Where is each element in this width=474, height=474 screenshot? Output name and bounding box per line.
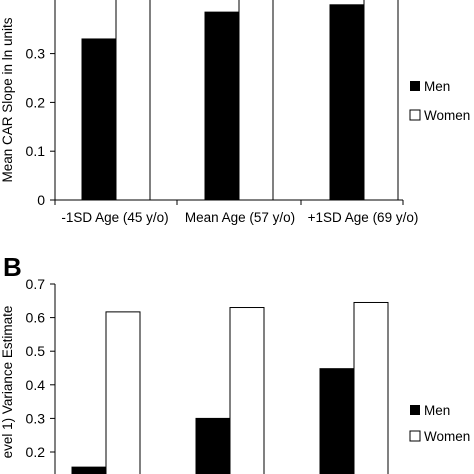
panel-b: B evel 1) Variance Estimate 0.2 0.3 0.4 0.5… [0,252,470,474]
bar-men [319,368,355,474]
bar-men [81,38,117,201]
y-tick-label: 0.1 [26,143,46,159]
panel-a-legend: Men Women [409,79,470,123]
x-tick-label: Mean Age (57 y/o) [185,210,295,225]
bar-men [204,11,240,201]
panel-b-y-axis-label: evel 1) Variance Estimate [0,306,15,459]
panel-a: Mean CAR Slope in ln units 0 0.1 0.2 0.3 -1… [0,0,470,225]
y-tick-label: 0 [37,192,45,208]
legend-women-label: Women [424,108,470,123]
bar-men [195,417,231,474]
y-tick-label: 0.5 [26,343,46,359]
bar-women [238,0,274,201]
y-tick-label: 0.7 [26,276,46,292]
y-tick-label: 0.6 [26,310,46,326]
legend-men-swatch [410,81,420,91]
legend-men-swatch [410,405,420,415]
legend-women-label: Women [424,429,470,444]
legend-women-swatch [409,430,421,442]
panel-b-bars [71,301,389,474]
bar-men [329,4,365,201]
bar-men [71,466,107,474]
x-tick-label: -1SD Age (45 y/o) [61,210,168,225]
bar-women [105,311,141,474]
legend-men-label: Men [424,403,450,418]
y-tick-label: 0.3 [26,410,46,426]
y-tick-label: 0.4 [26,377,46,393]
panel-a-x-ticks: -1SD Age (45 y/o) Mean Age (57 y/o) +1SD A… [61,210,418,225]
panel-b-legend: Men Women [409,403,470,444]
panel-b-y-ticks: 0.2 0.3 0.4 0.5 0.6 0.7 [26,276,55,460]
bar-women [353,301,389,474]
y-tick-label: 0.2 [26,444,46,460]
legend-women-swatch [409,109,421,121]
panel-a-y-ticks: 0 0.1 0.2 0.3 [26,46,55,208]
panel-a-bars [81,0,399,201]
panel-a-y-axis-label: Mean CAR Slope in ln units [0,17,15,182]
y-tick-label: 0.2 [26,94,46,110]
panel-b-letter: B [3,252,22,282]
bar-women [363,0,399,201]
bar-women [229,307,265,474]
legend-men-label: Men [424,79,450,94]
bar-women [115,0,151,201]
y-tick-label: 0.3 [26,46,46,62]
x-tick-label: +1SD Age (69 y/o) [308,210,419,225]
